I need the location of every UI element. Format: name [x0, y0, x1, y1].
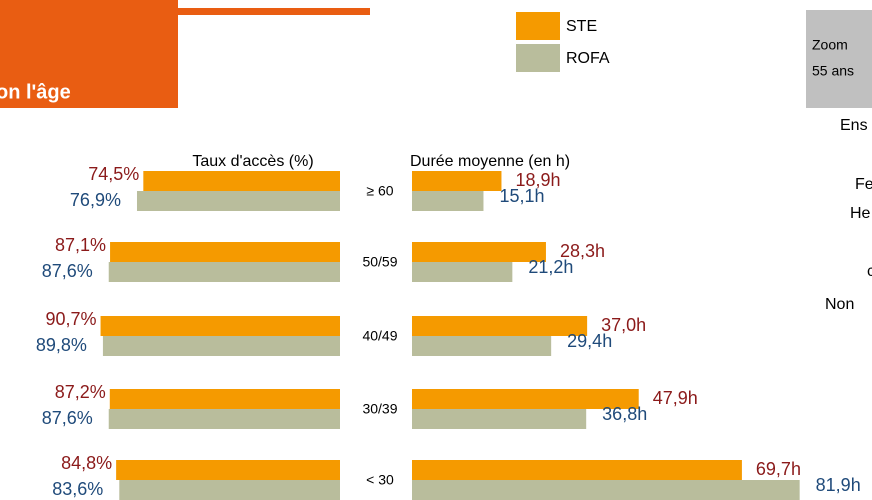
- legend-label: ROFA: [566, 50, 610, 67]
- value-label: 15,1h: [499, 186, 544, 206]
- bar: [412, 242, 546, 262]
- value-label: 90,7%: [46, 309, 97, 329]
- bar: [412, 389, 639, 409]
- bar: [412, 262, 513, 282]
- value-label: 87,6%: [42, 408, 93, 428]
- category-label: < 30: [366, 472, 394, 488]
- bar: [412, 460, 742, 480]
- value-label: 76,9%: [70, 190, 121, 210]
- legend-swatch: [516, 44, 560, 72]
- side-label: c: [867, 263, 872, 280]
- side-label: Fe: [855, 176, 872, 193]
- side-panel-line: 55 ans: [812, 63, 854, 79]
- bar: [116, 460, 341, 480]
- side-panel: [806, 10, 872, 108]
- value-label: 47,9h: [653, 388, 698, 408]
- value-label: 84,8%: [61, 453, 112, 473]
- value-label: 87,6%: [42, 261, 93, 281]
- side-panel-line: Zoom: [812, 37, 848, 53]
- category-label: 50/59: [362, 254, 397, 270]
- value-label: 83,6%: [52, 479, 103, 499]
- bar: [100, 316, 340, 336]
- side-label: Ens: [840, 117, 868, 134]
- bar: [108, 409, 341, 429]
- bar: [102, 336, 340, 356]
- value-label: 81,9h: [816, 475, 861, 495]
- category-label: ≥ 60: [366, 183, 393, 199]
- bar: [108, 262, 341, 282]
- chart-title: Durée moyenne (en h): [410, 153, 570, 170]
- header-block: [0, 0, 178, 108]
- bar: [109, 389, 341, 409]
- value-label: 87,2%: [55, 382, 106, 402]
- value-label: 87,1%: [55, 235, 106, 255]
- bar: [412, 191, 484, 211]
- header-line: [178, 8, 370, 15]
- bar: [143, 171, 340, 191]
- bar: [412, 171, 502, 191]
- value-label: 18,9h: [515, 170, 560, 190]
- value-label: 69,7h: [756, 459, 801, 479]
- value-label: 28,3h: [560, 241, 605, 261]
- bar: [119, 480, 341, 500]
- side-label: He: [850, 205, 871, 222]
- value-label: 21,2h: [528, 257, 573, 277]
- bar: [412, 409, 587, 429]
- bar: [136, 191, 340, 211]
- legend-label: STE: [566, 18, 597, 35]
- category-label: 30/39: [362, 401, 397, 417]
- header-title: on l'âge: [0, 81, 71, 103]
- value-label: 37,0h: [601, 315, 646, 335]
- value-label: 74,5%: [88, 164, 139, 184]
- bar: [412, 316, 588, 336]
- side-label: Non: [825, 296, 854, 313]
- value-label: 36,8h: [602, 404, 647, 424]
- category-label: 40/49: [362, 328, 397, 344]
- value-label: 29,4h: [567, 331, 612, 351]
- bar: [412, 480, 800, 500]
- bar: [412, 336, 552, 356]
- bar: [110, 242, 340, 262]
- legend-swatch: [516, 12, 560, 40]
- chart-title: Taux d'accès (%): [192, 153, 313, 170]
- value-label: 89,8%: [36, 335, 87, 355]
